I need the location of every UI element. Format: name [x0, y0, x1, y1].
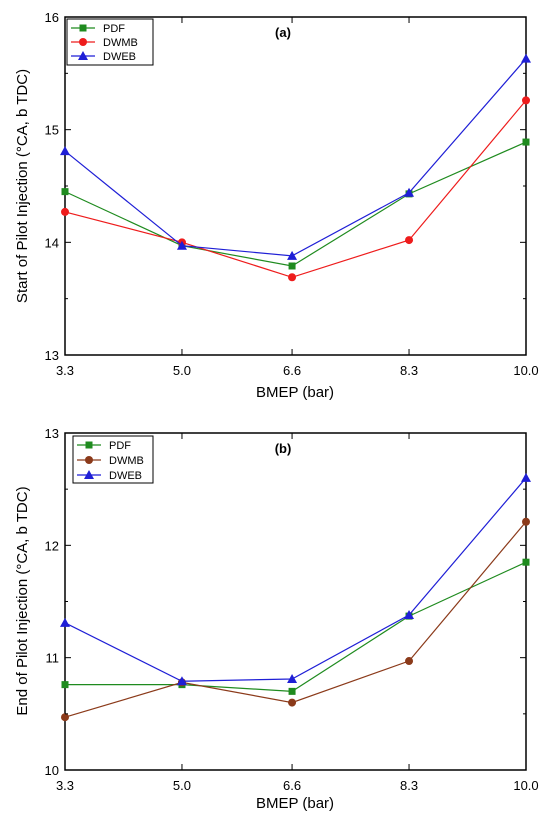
data-point-dweb — [521, 472, 531, 482]
plot-area-frame — [64, 432, 527, 771]
y-tick-label: 14 — [45, 235, 59, 250]
axis-ticks: 3.3 5.0 6.6 8.3 10.0 10 11 12 13 — [45, 426, 539, 793]
y-tick-label: 11 — [46, 651, 60, 666]
data-point-pdf — [61, 188, 69, 196]
data-point-pdf — [522, 138, 530, 146]
y-tick-label: 15 — [45, 123, 59, 138]
plot-area-frame — [64, 16, 527, 356]
y-axis-title: End of Pilot Injection (°CA, b TDC) — [14, 486, 31, 715]
x-tick-label: 8.3 — [400, 363, 418, 378]
x-tick-label: 10.0 — [513, 363, 538, 378]
data-point-dwmb — [522, 96, 530, 105]
x-axis-title: BMEP (bar) — [256, 384, 334, 401]
data-point-dweb — [521, 53, 531, 63]
data-point-dweb — [60, 617, 70, 627]
x-tick-label: 6.6 — [283, 363, 301, 378]
data-point-dwmb — [61, 207, 69, 216]
data-point-dweb — [404, 187, 415, 197]
legend-marker — [85, 456, 93, 464]
series-line-pdf — [65, 561, 527, 692]
x-tick-label: 6.6 — [283, 778, 301, 793]
x-tick-label: 8.3 — [400, 778, 418, 793]
legend-marker — [79, 38, 87, 46]
panel-label: (b) — [275, 441, 292, 456]
y-tick-label: 16 — [45, 10, 59, 25]
x-tick-label: 5.0 — [173, 778, 191, 793]
y-axis-title: Start of Pilot Injection (°CA, b TDC) — [14, 69, 31, 303]
legend-label: PDF — [109, 440, 131, 452]
data-point-dwmb — [61, 713, 69, 722]
legend-label: DWEB — [109, 470, 142, 482]
x-tick-label: 3.3 — [56, 363, 74, 378]
legend-label: DWMB — [109, 455, 144, 467]
data-point-dweb — [404, 609, 415, 619]
data-point-pdf — [522, 558, 530, 566]
legend-label: PDF — [103, 23, 125, 35]
legend-marker — [84, 470, 94, 479]
series-line-dweb — [64, 58, 527, 257]
x-tick-label: 10.0 — [513, 778, 538, 793]
x-axis-title: BMEP (bar) — [256, 795, 334, 812]
y-tick-label: 10 — [45, 763, 59, 778]
data-point-pdf — [288, 687, 296, 695]
legend: PDF DWMB DWEB — [72, 435, 154, 484]
data-point-dweb — [287, 674, 298, 684]
series-marks — [60, 472, 531, 722]
data-point-dweb — [176, 676, 187, 686]
series-line-pdf — [64, 141, 527, 267]
legend-marker — [78, 51, 88, 60]
data-point-dwmb — [405, 236, 414, 245]
x-tick-label: 3.3 — [56, 778, 74, 793]
series-marks — [60, 53, 531, 282]
x-tick-label: 5.0 — [173, 363, 191, 378]
y-tick-label: 12 — [45, 538, 59, 553]
axis-ticks: 3.3 5.0 6.6 8.3 10.0 13 14 15 16 — [45, 10, 539, 378]
series-line-dweb — [64, 477, 527, 682]
data-point-dwmb — [288, 273, 297, 282]
data-point-dwmb — [405, 657, 414, 666]
legend-marker — [85, 441, 93, 449]
data-point-dwmb — [522, 517, 530, 526]
data-point-dweb — [176, 240, 187, 250]
data-point-pdf — [61, 681, 69, 689]
legend-marker — [79, 24, 87, 32]
data-point-dweb — [60, 146, 70, 156]
legend: PDF DWMB DWEB — [66, 18, 154, 66]
legend-label: DWMB — [103, 37, 138, 49]
legend-label: DWEB — [103, 51, 136, 63]
data-point-pdf — [288, 262, 296, 270]
data-point-dweb — [287, 250, 298, 260]
panel-label: (a) — [275, 25, 291, 40]
data-point-dwmb — [288, 698, 297, 707]
y-tick-label: 13 — [45, 348, 59, 363]
y-tick-label: 13 — [45, 426, 59, 441]
series-line-dwmb — [64, 99, 527, 278]
